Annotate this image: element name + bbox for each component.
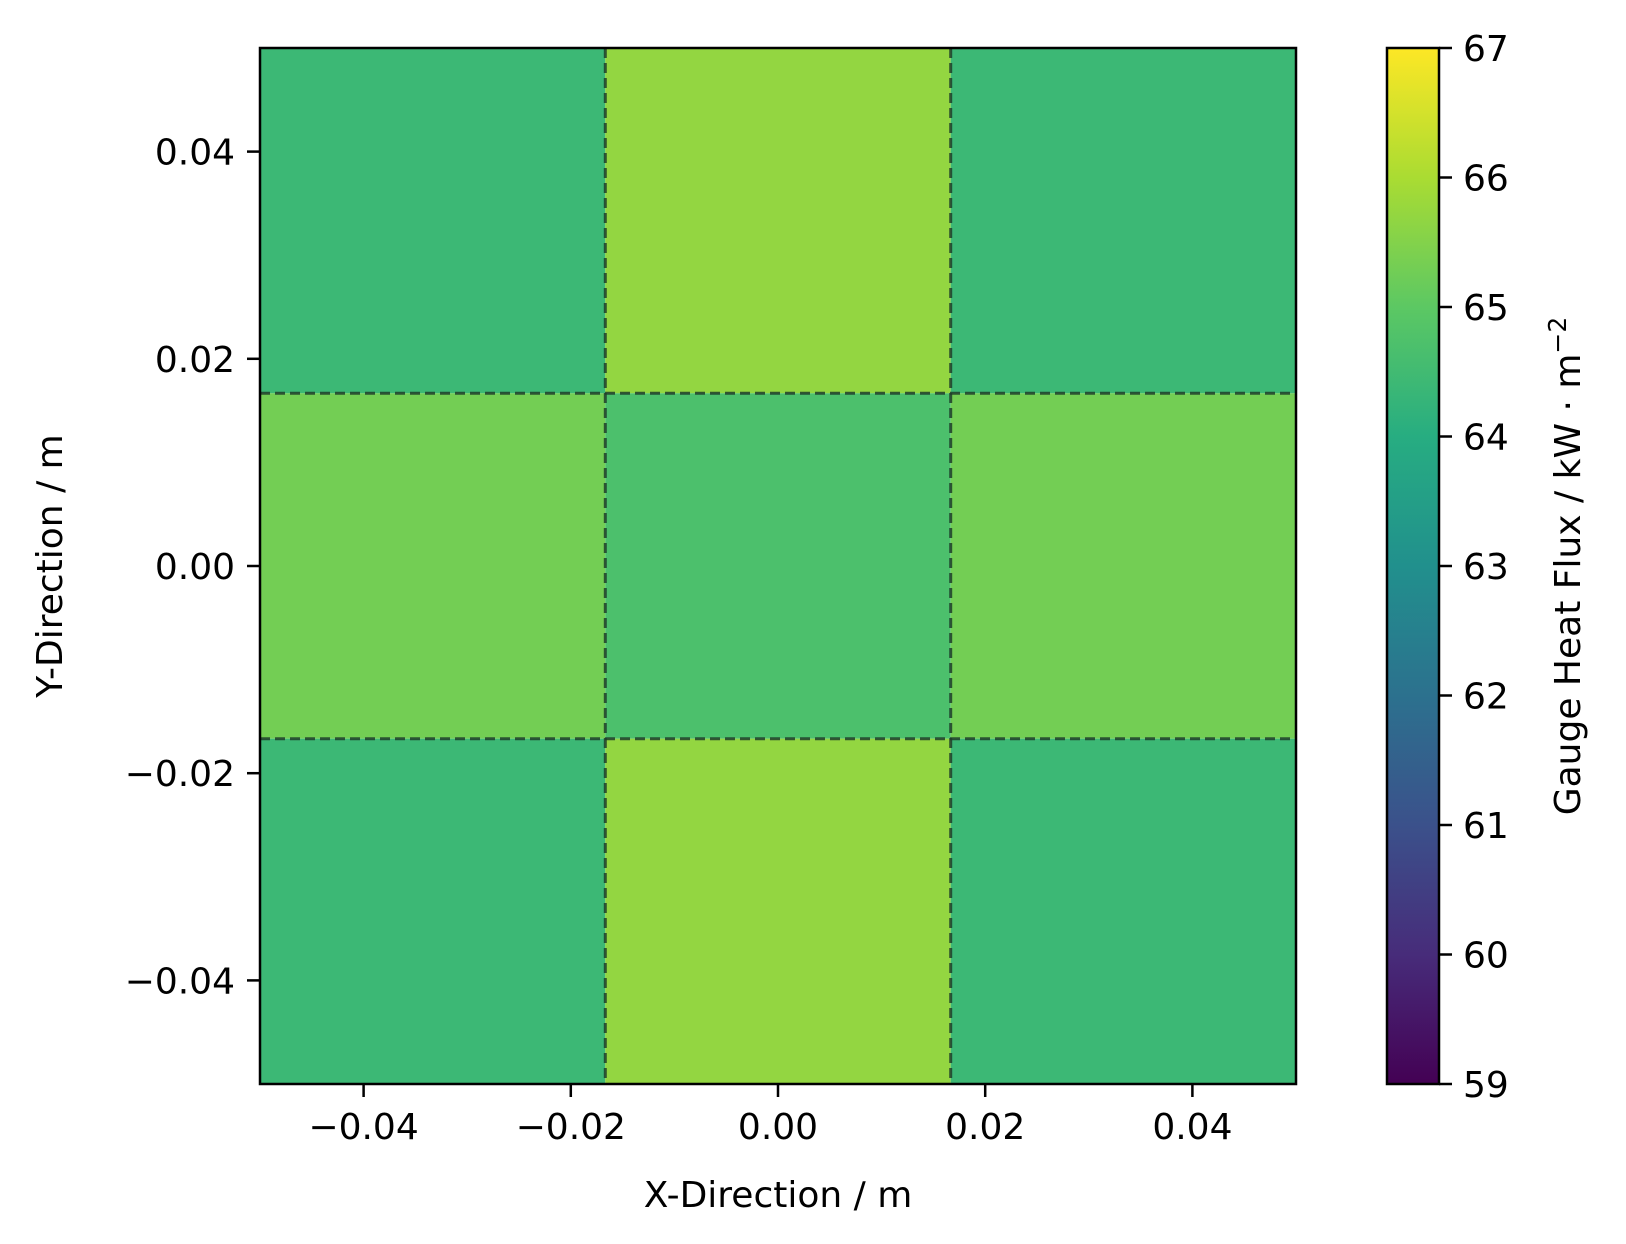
colorbar-tick-label: 61 xyxy=(1463,806,1509,847)
x-tick-label: 0.04 xyxy=(1152,1107,1232,1148)
colorbar-tick-label: 59 xyxy=(1463,1065,1509,1106)
x-tick-label: −0.04 xyxy=(308,1107,418,1148)
colorbar-label-superscript: −2 xyxy=(1543,317,1572,354)
colorbar-tick-label: 63 xyxy=(1463,547,1509,588)
colorbar-label-text: Gauge Heat Flux / kW · m xyxy=(1548,354,1589,816)
y-tick-label: 0.00 xyxy=(155,547,235,588)
y-tick-label: −0.04 xyxy=(125,961,235,1002)
x-axis-label: X-Direction / m xyxy=(644,1175,913,1216)
heatmap-cells xyxy=(260,48,1296,1084)
y-tick-label: 0.02 xyxy=(155,340,235,381)
colorbar-tick-label: 66 xyxy=(1463,159,1509,200)
heatmap-cell-r1-c2 xyxy=(950,393,1296,739)
heatmap-cell-r2-c1 xyxy=(605,738,951,1084)
heatmap-cell-r0-c2 xyxy=(950,48,1296,394)
y-tick-label: −0.02 xyxy=(125,754,235,795)
y-tick-label: 0.04 xyxy=(155,133,235,174)
cell-borders xyxy=(260,48,1296,1084)
colorbar-tick-label: 62 xyxy=(1463,677,1509,718)
heatmap-cell-r2-c2 xyxy=(950,738,1296,1084)
x-tick-label: 0.02 xyxy=(945,1107,1025,1148)
heatmap-cell-r0-c0 xyxy=(260,48,606,394)
colorbar-tick-label: 67 xyxy=(1463,29,1509,70)
x-tick-label: −0.02 xyxy=(516,1107,626,1148)
colorbar xyxy=(1385,46,1441,1086)
colorbar-tick-label: 60 xyxy=(1463,936,1509,977)
heatmap-cell-r2-c0 xyxy=(260,738,606,1084)
colorbar-ticks: 59 60 61 62 63 64 65 66 67 xyxy=(1439,29,1509,1106)
heatmap-cell-r1-c1 xyxy=(605,393,951,739)
y-axis: −0.04 −0.02 0.00 0.02 0.04 xyxy=(125,133,260,1002)
heatmap-cell-r0-c1 xyxy=(605,48,951,394)
x-axis: −0.04 −0.02 0.00 0.02 0.04 xyxy=(308,1084,1232,1148)
colorbar-label: Gauge Heat Flux / kW · m−2 xyxy=(1543,317,1589,816)
heatmap-cell-r1-c0 xyxy=(260,393,606,739)
y-axis-label: Y-Direction / m xyxy=(30,434,71,698)
colorbar-tick-label: 64 xyxy=(1463,418,1509,459)
x-tick-label: 0.00 xyxy=(738,1107,818,1148)
colorbar-tick-label: 65 xyxy=(1463,288,1509,329)
